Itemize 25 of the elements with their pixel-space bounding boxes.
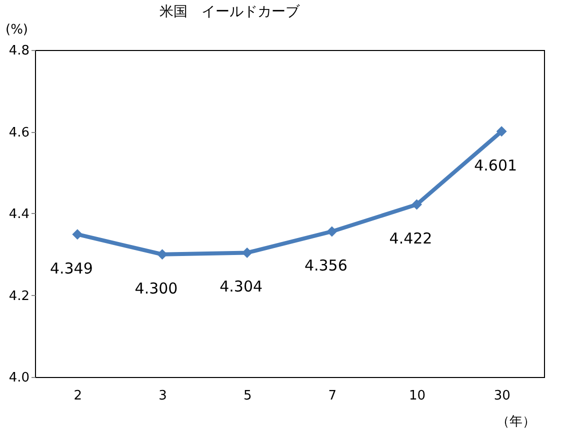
x-axis-title: （年） — [496, 414, 536, 430]
chart-title: 米国 イールドカーブ — [160, 4, 300, 20]
y-tick-label: 4.4 — [8, 207, 30, 222]
x-tick-label: 10 — [408, 388, 426, 404]
point — [72, 229, 83, 240]
y-tick-label: 4.8 — [8, 44, 30, 58]
x-tick-label: 3 — [158, 388, 167, 404]
point — [157, 249, 168, 260]
y-tick-label: 4.6 — [8, 125, 30, 140]
data-label: 4.601 — [474, 156, 518, 174]
x-tick-label: 7 — [328, 388, 337, 404]
data-label: 4.304 — [220, 278, 263, 296]
point — [326, 226, 338, 237]
x-tick-label: 2 — [74, 388, 82, 404]
data-label: 4.349 — [50, 259, 93, 278]
x-tick-label: 5 — [243, 388, 252, 404]
x-tick-label: 30 — [494, 388, 510, 404]
y-tick-label: 4.0 — [8, 370, 30, 386]
point — [412, 199, 422, 210]
data-label: 4.300 — [134, 279, 178, 298]
y-tick-label: 4.2 — [8, 288, 30, 304]
point — [496, 126, 507, 137]
y-axis-title: (%) — [6, 22, 28, 38]
data-label: 4.422 — [389, 230, 432, 248]
data-label: 4.356 — [304, 256, 348, 274]
